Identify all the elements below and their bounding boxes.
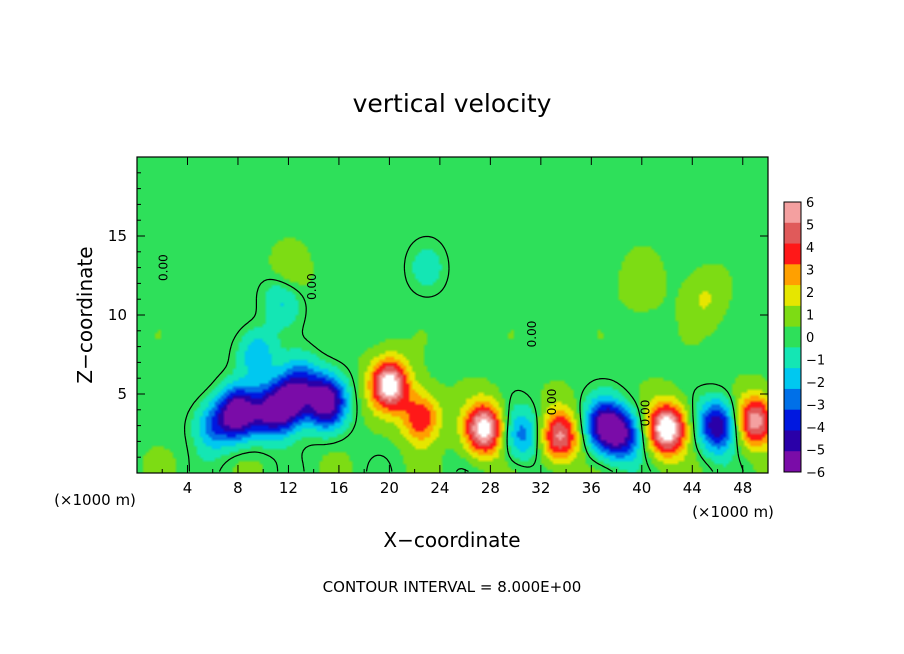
x-tick-label: 36 bbox=[582, 479, 601, 497]
colorbar-tick-label: 2 bbox=[806, 286, 814, 301]
x-tick-label: 32 bbox=[531, 479, 550, 497]
y-axis-ticks: 5 10 15 bbox=[108, 172, 768, 458]
contour-lines: 0.00 0.00 0.00 0.00 0.00 bbox=[156, 235, 744, 473]
colorbar-tick-label: 6 bbox=[806, 196, 814, 211]
contour-label: 0.00 bbox=[305, 273, 319, 300]
colorbar-tick-label: −6 bbox=[806, 466, 825, 481]
contour-label: 0.00 bbox=[545, 389, 559, 416]
colorbar-tick-label: 3 bbox=[806, 264, 814, 279]
colorbar-swatch bbox=[784, 326, 801, 348]
colorbar-tick-label: −1 bbox=[806, 354, 825, 369]
x-tick-label: 44 bbox=[683, 479, 702, 497]
colorbar-tick-label: 1 bbox=[806, 309, 814, 324]
colorbar-swatch bbox=[784, 264, 801, 286]
x-unit-left: (×1000 m) bbox=[54, 491, 136, 509]
x-tick-label: 16 bbox=[329, 479, 348, 497]
x-tick-label: 20 bbox=[380, 479, 399, 497]
colorbar-swatch bbox=[784, 430, 801, 452]
colorbar-swatch bbox=[784, 222, 801, 245]
contour-label: 0.00 bbox=[638, 400, 652, 427]
colorbar-swatch bbox=[784, 202, 801, 224]
x-unit-right: (×1000 m) bbox=[692, 503, 774, 521]
colorbar-swatch bbox=[784, 305, 801, 328]
colorbar-swatch bbox=[784, 285, 801, 307]
colorbar-swatch bbox=[784, 388, 801, 411]
x-tick-label: 28 bbox=[481, 479, 500, 497]
contour-label: 0.00 bbox=[156, 254, 170, 281]
colorbar: 6 5 4 3 2 1 0 −1 −2 −3 −4 −5 −6 bbox=[783, 196, 825, 481]
chart-title: vertical velocity bbox=[353, 89, 552, 118]
zero-contour bbox=[184, 235, 744, 473]
colorbar-tick-label: −4 bbox=[806, 421, 825, 436]
colorbar-frame bbox=[783, 201, 802, 473]
y-axis-label: Z−coordinate bbox=[73, 246, 97, 383]
colorbar-tick-label: −2 bbox=[806, 376, 825, 391]
colorbar-swatch bbox=[784, 368, 801, 390]
y-tick-label: 5 bbox=[117, 385, 127, 403]
y-tick-label: 15 bbox=[108, 227, 127, 245]
x-axis-label: X−coordinate bbox=[383, 528, 520, 552]
colorbar-tick-label: 4 bbox=[806, 241, 814, 256]
contour-label: 0.00 bbox=[525, 321, 539, 348]
velocity-field bbox=[137, 157, 768, 473]
x-axis-ticks: 4 8 12 16 20 24 28 32 36 40 44 48 bbox=[161, 157, 752, 497]
x-tick-label: 4 bbox=[183, 479, 193, 497]
y-tick-label: 10 bbox=[108, 306, 127, 324]
x-tick-label: 12 bbox=[279, 479, 298, 497]
colorbar-swatch bbox=[784, 409, 801, 431]
x-tick-label: 40 bbox=[632, 479, 651, 497]
colorbar-tick-label: −3 bbox=[806, 399, 825, 414]
colorbar-swatch bbox=[784, 451, 801, 473]
colorbar-tick-label: 0 bbox=[806, 331, 814, 346]
colorbar-tick-label: 5 bbox=[806, 219, 814, 234]
x-tick-label: 8 bbox=[233, 479, 243, 497]
colorbar-tick-label: −5 bbox=[806, 444, 825, 459]
plot-area: 0.000.000.000.00 0.00 4 8 12 16 20 24 28 32 36 40 4… bbox=[108, 156, 769, 497]
contour-interval-note: CONTOUR INTERVAL = 8.000E+00 bbox=[323, 578, 582, 596]
x-tick-label: 24 bbox=[430, 479, 449, 497]
colorbar-swatch bbox=[784, 347, 801, 369]
colorbar-swatch bbox=[784, 243, 801, 265]
x-tick-label: 48 bbox=[733, 479, 752, 497]
